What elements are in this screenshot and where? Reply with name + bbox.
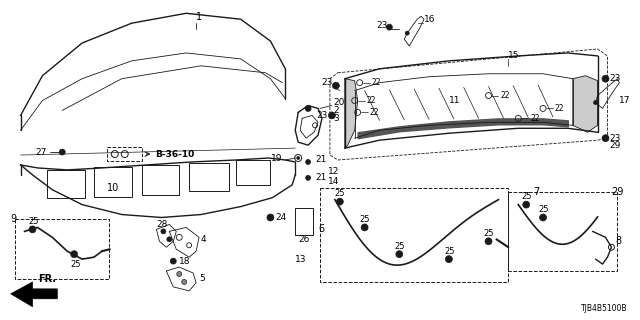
- Circle shape: [332, 82, 339, 89]
- Bar: [320, 188, 508, 282]
- Text: 23: 23: [609, 74, 621, 83]
- Text: FR.: FR.: [38, 274, 56, 284]
- Circle shape: [306, 159, 310, 164]
- Text: 22: 22: [530, 114, 540, 123]
- Circle shape: [602, 135, 609, 142]
- Circle shape: [337, 198, 343, 205]
- Text: 28: 28: [156, 220, 168, 229]
- Circle shape: [267, 214, 274, 221]
- Bar: [141, 165, 179, 195]
- Bar: [189, 163, 228, 191]
- Bar: [47, 170, 85, 198]
- Text: 25: 25: [394, 242, 405, 251]
- Text: 15: 15: [508, 52, 520, 60]
- Circle shape: [328, 112, 335, 119]
- Text: 5: 5: [199, 275, 205, 284]
- Bar: [295, 208, 313, 235]
- Circle shape: [405, 31, 409, 35]
- Text: 19: 19: [271, 154, 282, 163]
- Circle shape: [177, 272, 182, 276]
- Text: 23: 23: [609, 134, 621, 143]
- Text: 25: 25: [29, 217, 39, 226]
- Text: 7: 7: [533, 187, 540, 197]
- Text: 2: 2: [333, 106, 339, 115]
- Polygon shape: [345, 79, 358, 148]
- Text: 25: 25: [70, 260, 81, 268]
- Text: 9: 9: [11, 214, 17, 224]
- Text: 25: 25: [521, 192, 532, 201]
- Bar: [94, 167, 132, 197]
- Text: 1: 1: [196, 12, 202, 22]
- Text: 20: 20: [333, 98, 344, 107]
- Text: 10: 10: [107, 183, 119, 193]
- Circle shape: [306, 175, 310, 180]
- Bar: [107, 147, 141, 161]
- Text: 14: 14: [328, 177, 339, 186]
- Text: 25: 25: [335, 189, 346, 198]
- Text: 24: 24: [275, 213, 287, 222]
- Bar: [508, 192, 618, 271]
- Text: B-36-10: B-36-10: [156, 149, 195, 158]
- Text: 29: 29: [609, 140, 621, 150]
- Text: 22: 22: [367, 96, 376, 105]
- Text: 3: 3: [333, 114, 339, 123]
- Circle shape: [182, 279, 187, 284]
- Text: 29: 29: [611, 187, 624, 197]
- Text: 25: 25: [360, 215, 370, 224]
- Circle shape: [540, 214, 547, 221]
- Circle shape: [396, 251, 403, 258]
- Circle shape: [60, 149, 65, 155]
- Text: 6: 6: [318, 224, 324, 234]
- Text: 18: 18: [179, 257, 191, 266]
- Circle shape: [297, 156, 300, 159]
- Text: 25: 25: [484, 229, 494, 238]
- Circle shape: [305, 106, 311, 111]
- Text: 22: 22: [372, 78, 381, 87]
- Text: 17: 17: [620, 96, 631, 105]
- Text: 23: 23: [317, 111, 328, 120]
- Circle shape: [523, 201, 530, 208]
- Text: 23: 23: [321, 78, 333, 87]
- Circle shape: [602, 75, 609, 82]
- Text: 13: 13: [295, 255, 307, 264]
- Circle shape: [29, 226, 36, 233]
- Polygon shape: [11, 282, 58, 307]
- Text: 21: 21: [315, 156, 326, 164]
- Circle shape: [361, 224, 368, 231]
- Circle shape: [485, 238, 492, 245]
- Circle shape: [167, 237, 172, 242]
- Bar: [236, 160, 271, 185]
- Bar: [15, 220, 109, 279]
- Circle shape: [594, 100, 598, 105]
- Polygon shape: [573, 76, 598, 132]
- Text: 26: 26: [298, 235, 310, 244]
- Text: 12: 12: [328, 167, 339, 176]
- Circle shape: [170, 258, 176, 264]
- Text: 27: 27: [35, 148, 46, 156]
- Text: 25: 25: [538, 205, 548, 214]
- Text: 22: 22: [555, 104, 564, 113]
- Text: 23: 23: [376, 21, 387, 30]
- Circle shape: [445, 256, 452, 263]
- Text: 8: 8: [616, 236, 621, 246]
- Text: 22: 22: [369, 108, 379, 117]
- Circle shape: [161, 229, 166, 234]
- Text: 21: 21: [315, 173, 326, 182]
- Text: 22: 22: [500, 91, 510, 100]
- Text: 4: 4: [201, 235, 207, 244]
- Text: TJB4B5100B: TJB4B5100B: [581, 304, 627, 313]
- Circle shape: [70, 251, 77, 258]
- Text: 25: 25: [444, 247, 454, 256]
- Circle shape: [387, 24, 392, 30]
- Text: 16: 16: [424, 15, 436, 24]
- Text: 11: 11: [449, 96, 460, 105]
